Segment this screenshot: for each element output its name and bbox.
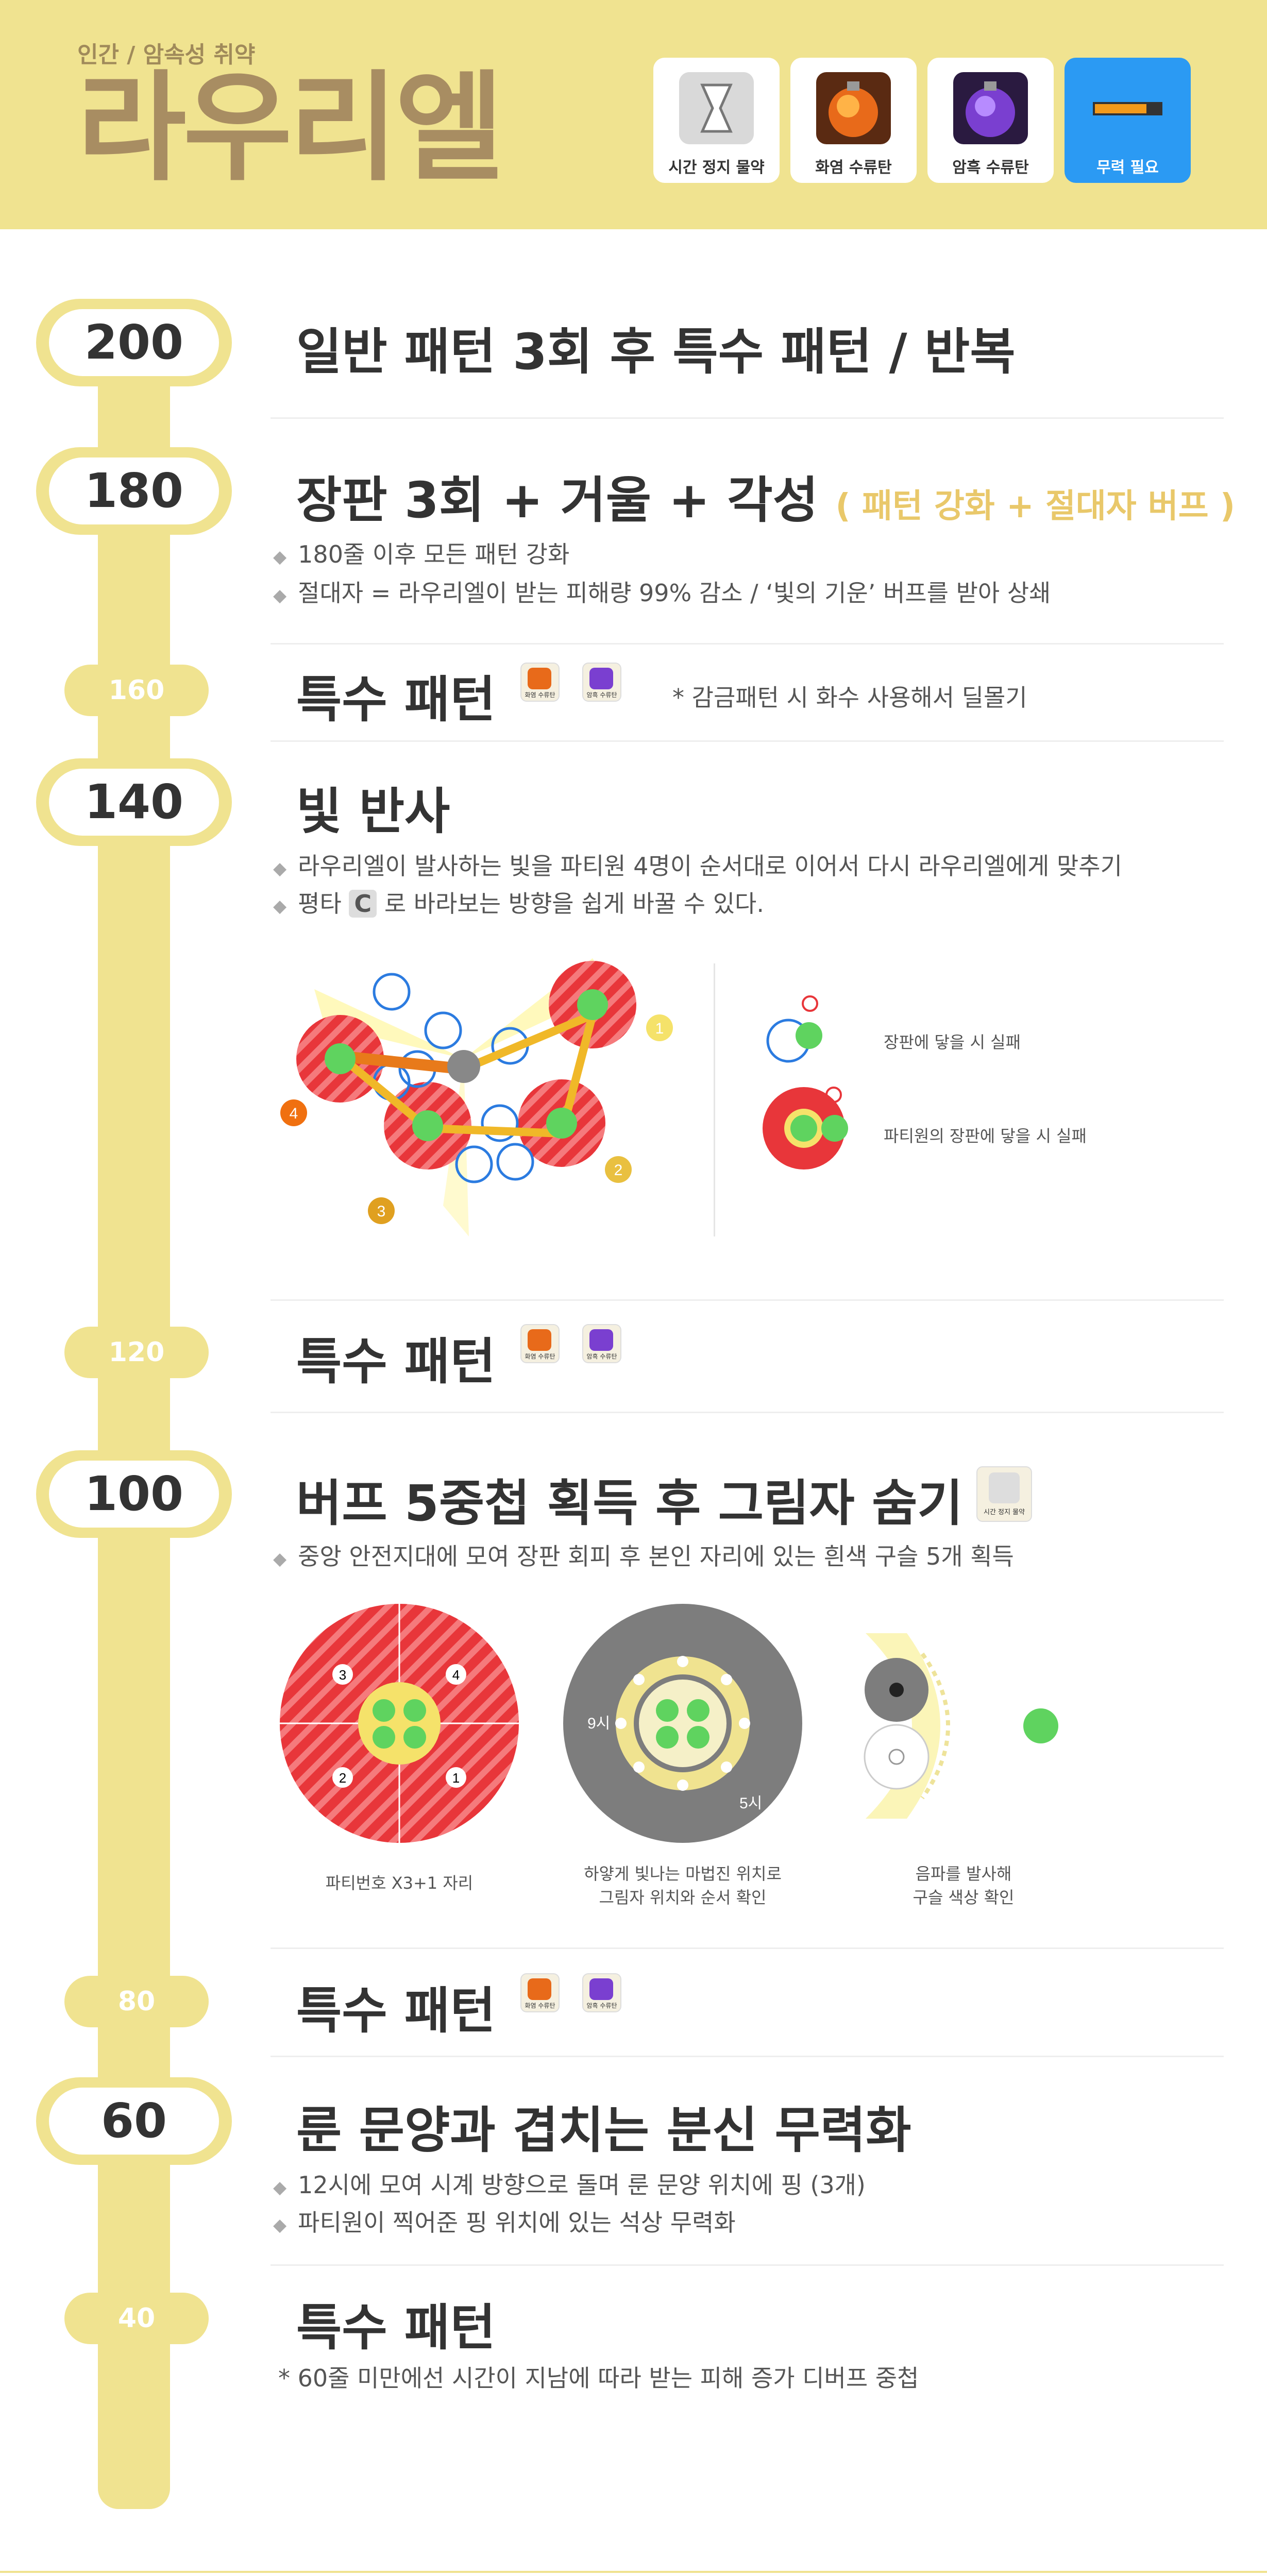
slot-label: 3: [339, 1667, 346, 1683]
item-card-dark-grenade: 암흑 수류탄: [927, 58, 1054, 183]
caption-magic-circle: 하얗게 빛나는 마법진 위치로 그림자 위치와 순서 확인: [584, 1864, 782, 1907]
bullet: ◆ 180줄 이후 모든 패턴 강화: [273, 540, 570, 568]
hp-badge-40: 40: [64, 2293, 209, 2344]
section-title-140: 빛 반사: [296, 783, 450, 840]
boss-name-title: 라우리엘: [77, 60, 504, 197]
divider: [271, 1299, 1224, 1301]
hp-badge-160: 160: [64, 665, 209, 716]
item-card-fire-grenade: 화염 수류탄: [790, 58, 917, 183]
bullet: ◆ 12시에 모여 시계 방향으로 돌며 룬 문양 위치에 핑 (3개): [273, 2171, 866, 2199]
clock-9-label: 9시: [587, 1715, 610, 1732]
section-title-160: 특수 패턴: [296, 671, 496, 728]
caption-party-slot: 파티번호 X3+1 자리: [325, 1873, 474, 1893]
section-note-40: * 60줄 미만에선 시간이 지남에 따라 받는 피해 증가 디버프 중첩: [278, 2364, 919, 2392]
boss-weakness-subtitle: 인간 / 암속성 취약: [77, 42, 256, 68]
key-c-badge: C: [349, 890, 377, 918]
divider: [271, 740, 1224, 742]
section-title-120: 특수 패턴: [296, 1333, 496, 1391]
bullet: ◆ 중앙 안전지대에 모여 장판 회피 후 본인 자리에 있는 흰색 구슬 5개 …: [273, 1543, 1014, 1570]
fire-grenade-icon: [816, 72, 891, 144]
hp-badge-120: 120: [64, 1327, 209, 1378]
fail-case-2: 파티원의 장판에 닿을 시 실패: [884, 1126, 1087, 1146]
item-label: 시간 정지 물약: [668, 159, 765, 177]
item-label: 무력 필요: [1096, 159, 1159, 177]
fail-case-1: 장판에 닿을 시 실패: [884, 1032, 1021, 1052]
hp-timeline-bar: [98, 319, 170, 2509]
order-label-1: 1: [655, 1020, 664, 1037]
failure-examples-diagram: [763, 989, 866, 1185]
bullet: ◆ 절대자 = 라우리엘이 받는 피해량 99% 감소 / ‘빛의 기운’ 버프를…: [273, 579, 1051, 607]
section-title-40: 특수 패턴: [296, 2299, 496, 2357]
divider: [271, 1412, 1224, 1413]
section-title-100: 버프 5중첩 획득 후 그림자 숨기: [296, 1475, 963, 1532]
party-slot-diagram: 3 4 2 1: [278, 1602, 520, 1844]
hp-badge-60: 60: [36, 2077, 232, 2165]
bullet: ◆ 평타 C 로 바라보는 방향을 쉽게 바꿀 수 있다.: [273, 890, 764, 918]
slot-label: 4: [452, 1667, 460, 1683]
bullet: ◆ 라우리엘이 발사하는 빛을 파티원 4명이 순서대로 이어서 다시 라우리엘에…: [273, 852, 1122, 880]
hourglass-potion-icon: 시간 정지 물약: [976, 1466, 1032, 1522]
divider: [271, 417, 1224, 419]
dark-grenade-icon: 암흑 수류탄: [582, 663, 621, 702]
caption-sound-wave: 음파를 발사해 구슬 색상 확인: [913, 1864, 1015, 1907]
divider: [271, 643, 1224, 645]
hourglass-potion-icon: [679, 72, 754, 144]
divider: [271, 2264, 1224, 2266]
item-card-stagger-needed: 무력 필요: [1065, 58, 1191, 183]
hp-badge-200: 200: [36, 299, 232, 386]
section-note-160: * 감금패턴 시 화수 사용해서 딜몰기: [672, 684, 1027, 711]
slot-label: 2: [339, 1770, 346, 1786]
section-title-80: 특수 패턴: [296, 1982, 496, 2040]
order-label-4: 4: [290, 1105, 298, 1122]
hp-badge-140: 140: [36, 758, 232, 846]
fire-grenade-icon: 화염 수류탄: [520, 1973, 560, 2012]
section-accent-note: ( 패턴 강화 + 절대자 버프 ): [835, 487, 1236, 526]
magic-circle-diagram: 9시 5시: [562, 1602, 804, 1844]
item-label: 암흑 수류탄: [952, 159, 1029, 177]
hp-badge-100: 100: [36, 1450, 232, 1538]
hp-badge-180: 180: [36, 447, 232, 535]
divider: [271, 1947, 1224, 1949]
footer-divider: [0, 2571, 1267, 2573]
order-label-3: 3: [377, 1203, 386, 1220]
section-title-60: 룬 문양과 겹치는 분신 무력화: [296, 2102, 911, 2159]
item-label: 화염 수류탄: [815, 159, 892, 177]
fire-grenade-icon: 화염 수류탄: [520, 1324, 560, 1363]
item-card-time-stop-potion: 시간 정지 물약: [653, 58, 780, 183]
divider: [271, 2056, 1224, 2057]
bullet: ◆ 파티원이 찍어준 핑 위치에 있는 석상 무력화: [273, 2209, 736, 2236]
dark-grenade-icon: 암흑 수류탄: [582, 1324, 621, 1363]
fire-grenade-icon: 화염 수류탄: [520, 663, 560, 702]
order-label-2: 2: [614, 1162, 623, 1179]
light-reflection-diagram: 1 2 3 4: [273, 948, 737, 1257]
sound-wave-diagram: [845, 1623, 1082, 1829]
hp-badge-80: 80: [64, 1976, 209, 2027]
section-title-180: 장판 3회 + 거울 + 각성 ( 패턴 강화 + 절대자 버프 ): [296, 471, 1236, 529]
dark-grenade-icon: [953, 72, 1028, 144]
clock-5-label: 5시: [739, 1795, 762, 1812]
stagger-bar-icon: [1090, 72, 1165, 144]
dark-grenade-icon: 암흑 수류탄: [582, 1973, 621, 2012]
header-banner: [0, 0, 1267, 229]
slot-label: 1: [452, 1770, 460, 1786]
section-title-200: 일반 패턴 3회 후 특수 패턴 / 반복: [296, 323, 1016, 381]
divider: [714, 963, 715, 1236]
